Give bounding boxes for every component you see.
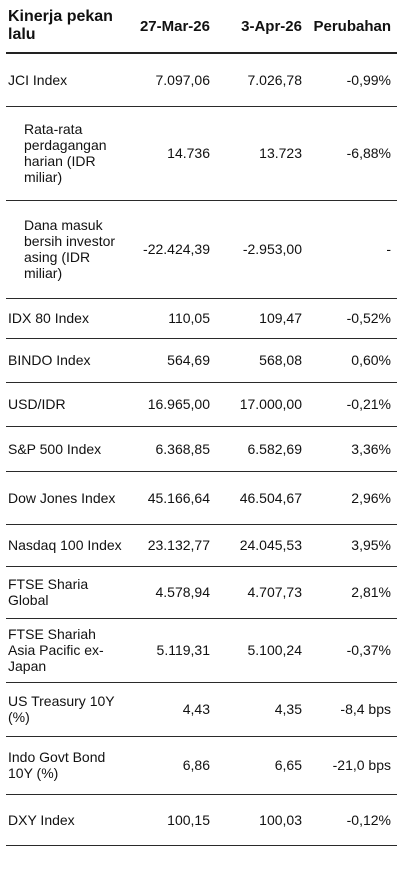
table-row: BINDO Index 564,69 568,08 0,60% bbox=[6, 338, 397, 383]
row-label: Nasdaq 100 Index bbox=[6, 524, 124, 567]
row-label: BINDO Index bbox=[6, 338, 124, 383]
table-row: US Treasury 10Y (%) 4,43 4,35 -8,4 bps bbox=[6, 682, 397, 737]
table-title: Kinerja pekan lalu bbox=[6, 0, 124, 54]
table-row: FTSE Sharia Global 4.578,94 4.707,73 2,81% bbox=[6, 566, 397, 619]
value-previous: 110,05 bbox=[124, 298, 216, 339]
value-previous: 14.736 bbox=[124, 106, 216, 201]
value-current: 24.045,53 bbox=[216, 524, 308, 567]
row-label: Rata-rata perdagangan harian (IDR miliar… bbox=[6, 106, 124, 201]
column-header-previous-date: 27-Mar-26 bbox=[124, 0, 216, 54]
table-header-row: Kinerja pekan lalu 27-Mar-26 3-Apr-26 Pe… bbox=[6, 0, 397, 54]
row-label: FTSE Sharia Global bbox=[6, 566, 124, 619]
table-row: USD/IDR 16.965,00 17.000,00 -0,21% bbox=[6, 382, 397, 427]
value-previous: 564,69 bbox=[124, 338, 216, 383]
value-previous: 23.132,77 bbox=[124, 524, 216, 567]
value-current: 109,47 bbox=[216, 298, 308, 339]
value-current: -2.953,00 bbox=[216, 200, 308, 299]
value-change: -0,52% bbox=[308, 298, 397, 339]
value-current: 6.582,69 bbox=[216, 426, 308, 472]
value-previous: 100,15 bbox=[124, 794, 216, 846]
performance-table: Kinerja pekan lalu 27-Mar-26 3-Apr-26 Pe… bbox=[6, 0, 397, 846]
column-header-change: Perubahan bbox=[308, 0, 397, 54]
value-previous: 6,86 bbox=[124, 736, 216, 795]
row-label: FTSE Shariah Asia Pacific ex-Japan bbox=[6, 618, 124, 683]
table-row: FTSE Shariah Asia Pacific ex-Japan 5.119,… bbox=[6, 618, 397, 683]
value-previous: 7.097,06 bbox=[124, 53, 216, 107]
value-previous: 4,43 bbox=[124, 682, 216, 737]
value-current: 4,35 bbox=[216, 682, 308, 737]
row-label: IDX 80 Index bbox=[6, 298, 124, 339]
table-body: JCI Index 7.097,06 7.026,78 -0,99% Rata-rata… bbox=[6, 53, 397, 846]
value-change: -8,4 bps bbox=[308, 682, 397, 737]
value-change: - bbox=[308, 200, 397, 299]
row-label: US Treasury 10Y (%) bbox=[6, 682, 124, 737]
value-current: 46.504,67 bbox=[216, 471, 308, 525]
value-current: 100,03 bbox=[216, 794, 308, 846]
value-change: -0,12% bbox=[308, 794, 397, 846]
value-previous: 16.965,00 bbox=[124, 382, 216, 427]
value-current: 568,08 bbox=[216, 338, 308, 383]
row-label: Dana masuk bersih investor asing (IDR mi… bbox=[6, 200, 124, 299]
value-previous: 6.368,85 bbox=[124, 426, 216, 472]
table-row: DXY Index 100,15 100,03 -0,12% bbox=[6, 794, 397, 846]
value-change: 0,60% bbox=[308, 338, 397, 383]
table-row: Nasdaq 100 Index 23.132,77 24.045,53 3,95% bbox=[6, 524, 397, 567]
column-header-current-date: 3-Apr-26 bbox=[216, 0, 308, 54]
row-label: DXY Index bbox=[6, 794, 124, 846]
value-current: 17.000,00 bbox=[216, 382, 308, 427]
value-change: -6,88% bbox=[308, 106, 397, 201]
row-label: Indo Govt Bond 10Y (%) bbox=[6, 736, 124, 795]
value-change: 3,95% bbox=[308, 524, 397, 567]
value-change: -0,99% bbox=[308, 53, 397, 107]
row-label: USD/IDR bbox=[6, 382, 124, 427]
value-current: 13.723 bbox=[216, 106, 308, 201]
value-change: 3,36% bbox=[308, 426, 397, 472]
value-previous: -22.424,39 bbox=[124, 200, 216, 299]
value-current: 7.026,78 bbox=[216, 53, 308, 107]
value-previous: 5.119,31 bbox=[124, 618, 216, 683]
row-label: S&P 500 Index bbox=[6, 426, 124, 472]
value-current: 4.707,73 bbox=[216, 566, 308, 619]
row-label: Dow Jones Index bbox=[6, 471, 124, 525]
value-change: -0,37% bbox=[308, 618, 397, 683]
table-row: JCI Index 7.097,06 7.026,78 -0,99% bbox=[6, 53, 397, 107]
value-change: 2,81% bbox=[308, 566, 397, 619]
table-row: Dana masuk bersih investor asing (IDR mi… bbox=[6, 200, 397, 299]
row-label: JCI Index bbox=[6, 53, 124, 107]
table-row: Dow Jones Index 45.166,64 46.504,67 2,96% bbox=[6, 471, 397, 525]
value-current: 6,65 bbox=[216, 736, 308, 795]
value-previous: 45.166,64 bbox=[124, 471, 216, 525]
value-change: -0,21% bbox=[308, 382, 397, 427]
table-row: Rata-rata perdagangan harian (IDR miliar… bbox=[6, 106, 397, 201]
table-row: IDX 80 Index 110,05 109,47 -0,52% bbox=[6, 298, 397, 339]
value-change: -21,0 bps bbox=[308, 736, 397, 795]
value-current: 5.100,24 bbox=[216, 618, 308, 683]
value-previous: 4.578,94 bbox=[124, 566, 216, 619]
table-row: Indo Govt Bond 10Y (%) 6,86 6,65 -21,0 bps bbox=[6, 736, 397, 795]
value-change: 2,96% bbox=[308, 471, 397, 525]
table-row: S&P 500 Index 6.368,85 6.582,69 3,36% bbox=[6, 426, 397, 472]
